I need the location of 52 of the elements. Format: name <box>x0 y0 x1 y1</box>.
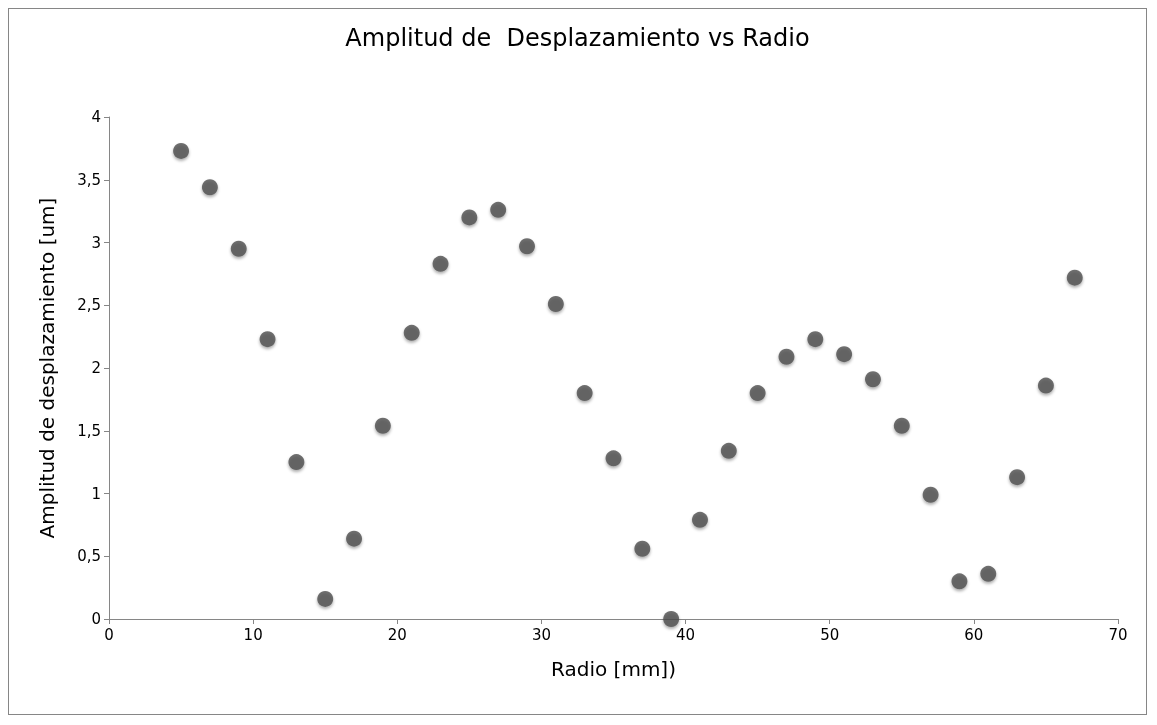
x-tick-label: 40 <box>676 625 696 644</box>
point <box>1037 377 1054 394</box>
point <box>374 417 391 434</box>
point <box>547 296 564 312</box>
x-tick-label: 0 <box>104 625 114 644</box>
point <box>432 255 449 272</box>
y-tick-label: 2 <box>91 359 101 377</box>
point <box>663 611 680 627</box>
point <box>403 324 420 341</box>
point <box>201 179 218 196</box>
point <box>980 565 997 582</box>
point <box>951 573 968 590</box>
point <box>778 348 795 365</box>
y-tick-label: 3,5 <box>77 170 101 189</box>
x-tick-label: 20 <box>387 625 407 644</box>
point <box>259 331 276 348</box>
point <box>1009 469 1026 486</box>
y-tick-label: 1 <box>91 484 101 503</box>
point <box>864 371 881 388</box>
point <box>807 331 824 348</box>
point <box>634 540 651 557</box>
point <box>519 238 536 255</box>
point <box>692 511 708 528</box>
point <box>576 385 593 402</box>
x-tick-label: 60 <box>964 625 984 644</box>
point <box>490 201 507 218</box>
point <box>605 450 622 467</box>
chart-title: Amplitud de Desplazamiento vs Radio <box>345 24 810 52</box>
point <box>317 590 334 607</box>
x-tick-label: 70 <box>1108 625 1128 644</box>
x-tick-label: 50 <box>820 625 840 644</box>
y-tick-label: 1,5 <box>77 421 101 440</box>
point <box>346 530 363 547</box>
x-axis-title: Radio [mm]) <box>551 657 676 681</box>
point <box>288 454 305 471</box>
point <box>230 240 247 257</box>
y-tick-label: 2,5 <box>77 296 101 315</box>
point <box>749 385 766 402</box>
point <box>893 417 910 434</box>
y-tick-label: 3 <box>91 233 101 252</box>
y-tick-label: 0,5 <box>77 547 101 566</box>
point <box>173 142 190 159</box>
point <box>461 209 478 226</box>
y-tick-label: 4 <box>91 108 101 126</box>
y-axis-title: Amplitud de desplazamiento [um] <box>35 197 59 539</box>
point <box>720 442 737 459</box>
point <box>836 346 853 363</box>
x-tick-label: 10 <box>243 625 263 644</box>
x-tick-label: 30 <box>531 625 551 644</box>
y-tick-label: 0 <box>91 610 101 628</box>
point <box>922 486 939 503</box>
point <box>1066 269 1083 286</box>
